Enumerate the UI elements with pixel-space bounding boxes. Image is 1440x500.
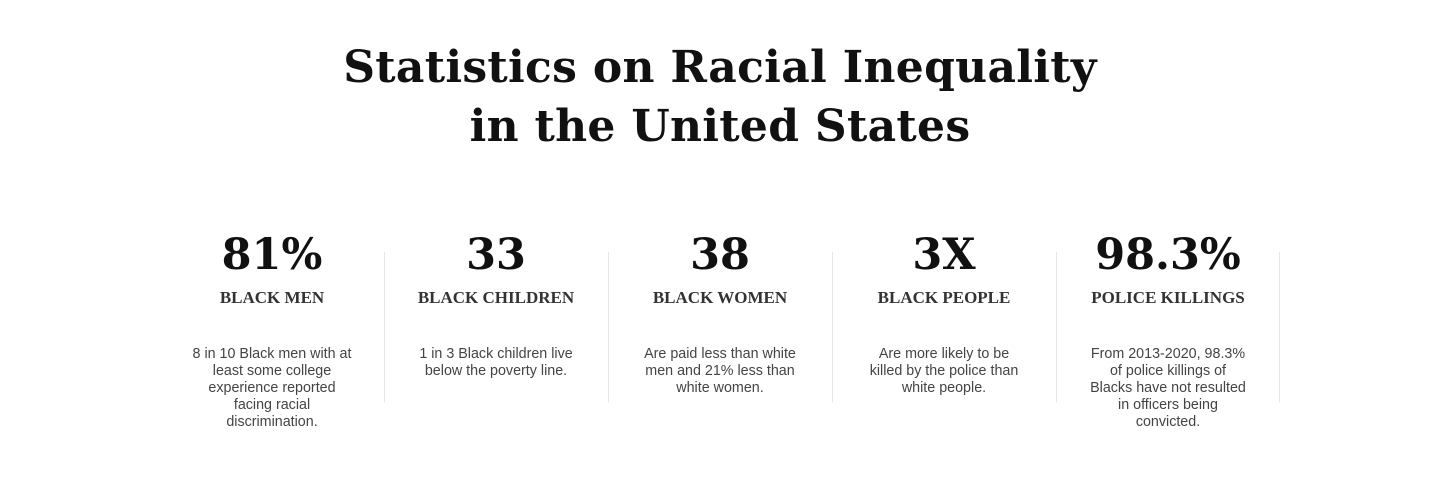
page-title-line-1: Statistics on Racial Inequality bbox=[343, 42, 1097, 93]
stat-label: BLACK PEOPLE bbox=[877, 288, 1011, 307]
stat-value: 3X bbox=[912, 230, 976, 280]
stat-value: 33 bbox=[466, 230, 526, 280]
stat-description: 1 in 3 Black children live below the pov… bbox=[419, 346, 573, 379]
column-divider bbox=[384, 252, 385, 402]
column-divider bbox=[1056, 252, 1057, 402]
page-title-line-2: in the United States bbox=[469, 101, 971, 152]
stat-black-women: 38 BLACK WOMEN Are paid less than white … bbox=[608, 226, 832, 446]
stat-black-men: 81% BLACK MEN 8 in 10 Black men with at … bbox=[160, 226, 384, 446]
stat-description: From 2013-2020, 98.3% of police killings… bbox=[1090, 346, 1246, 430]
stat-description: 8 in 10 Black men with at least some col… bbox=[192, 346, 352, 430]
column-divider bbox=[1279, 252, 1280, 402]
stat-label: BLACK MEN bbox=[219, 288, 325, 307]
stat-value: 38 bbox=[690, 230, 750, 280]
stat-description: Are more likely to be killed by the poli… bbox=[869, 346, 1019, 396]
stat-label: BLACK WOMEN bbox=[652, 288, 788, 307]
column-divider bbox=[832, 252, 833, 402]
column-divider bbox=[608, 252, 609, 402]
stat-value: 98.3% bbox=[1095, 230, 1241, 280]
page-title: Statistics on Racial Inequality in the U… bbox=[0, 38, 1440, 156]
stat-description: Are paid less than white men and 21% les… bbox=[644, 346, 796, 396]
stat-value: 81% bbox=[221, 230, 323, 280]
stat-police-killings: 98.3% POLICE KILLINGS From 2013-2020, 98… bbox=[1056, 226, 1280, 446]
stat-black-children: 33 BLACK CHILDREN 1 in 3 Black children … bbox=[384, 226, 608, 446]
stat-label: POLICE KILLINGS bbox=[1091, 288, 1245, 307]
stat-black-people: 3X BLACK PEOPLE Are more likely to be ki… bbox=[832, 226, 1056, 446]
stat-label: BLACK CHILDREN bbox=[417, 288, 575, 307]
stats-row: 81% BLACK MEN 8 in 10 Black men with at … bbox=[160, 226, 1280, 446]
